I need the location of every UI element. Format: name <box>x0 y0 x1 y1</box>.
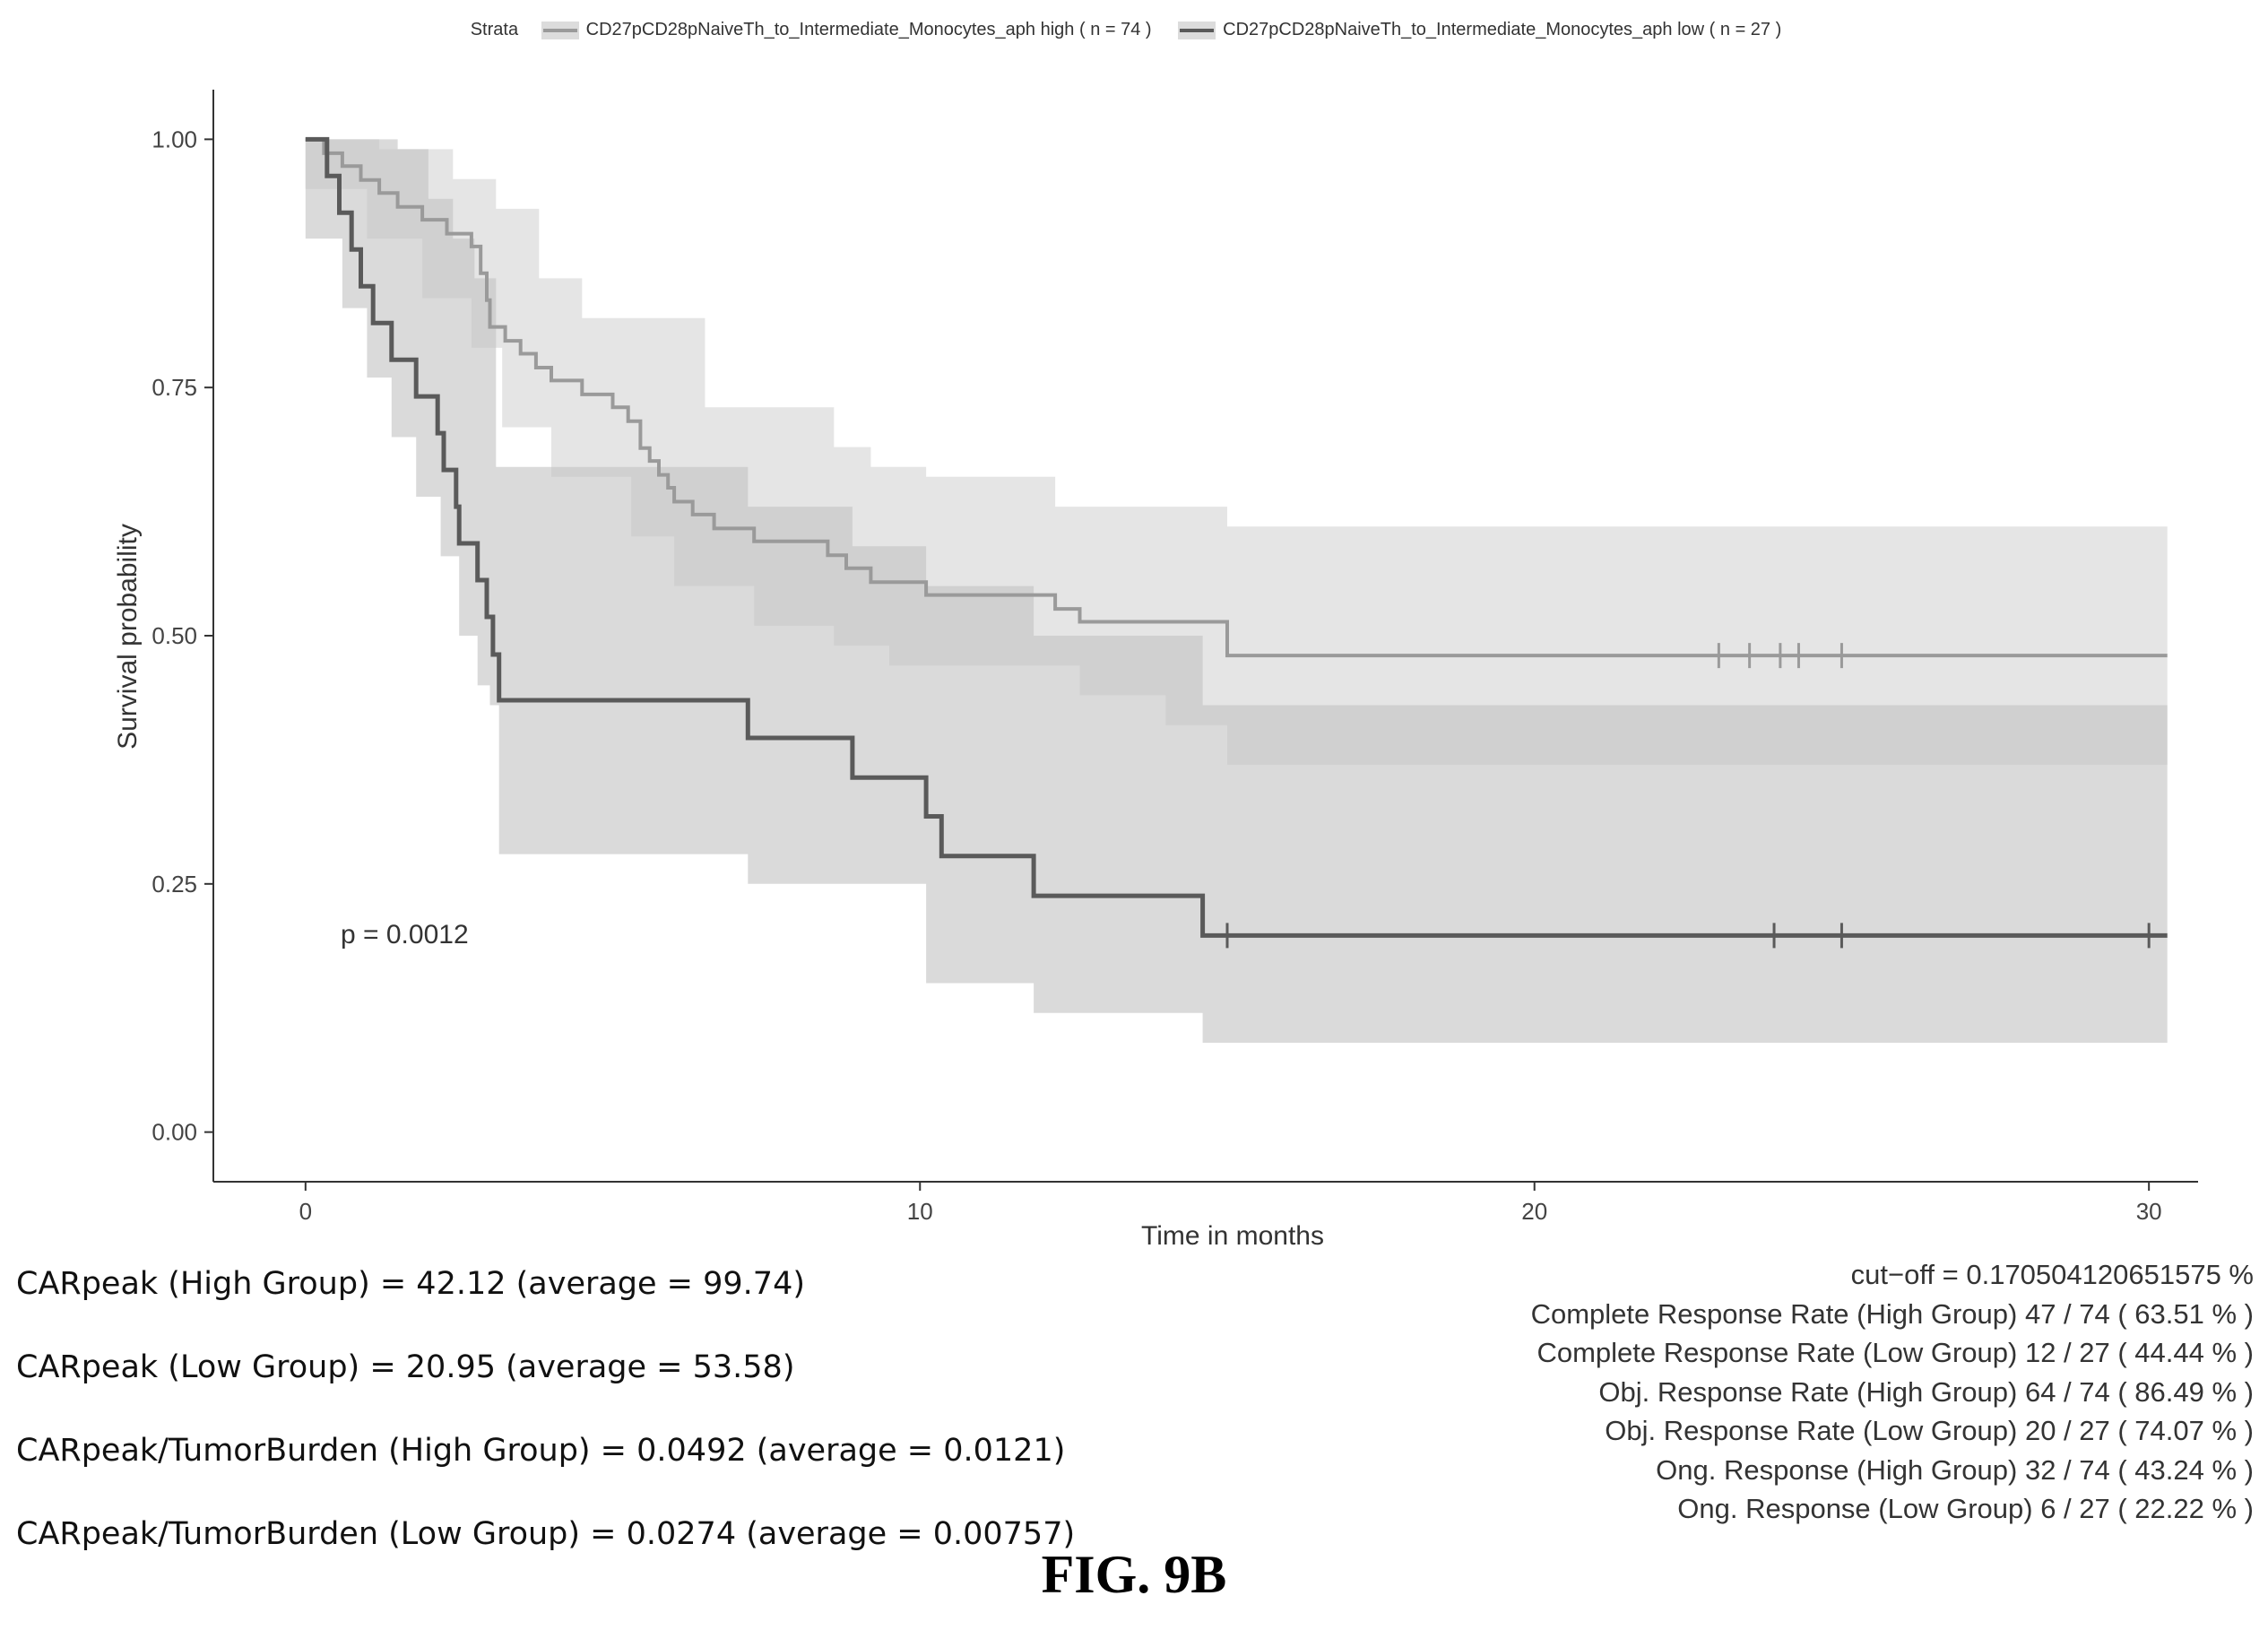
ci-band-low <box>305 139 2168 1043</box>
legend-key-high <box>541 21 579 39</box>
carpeak-stats: CARpeak (High Group) = 42.12 (average = … <box>16 1266 1075 1600</box>
stat-ong-response-low: Ong. Response (Low Group) 6 / 27 ( 22.22… <box>1677 1493 2254 1524</box>
stat-carpeak-tumorburden-high: CARpeak/TumorBurden (High Group) = 0.049… <box>16 1433 1066 1469</box>
x-tick-label: 10 <box>907 1198 933 1225</box>
y-tick-label: 0.25 <box>151 871 197 898</box>
confidence-bands <box>305 139 2168 1043</box>
stat-obj-response-low: Obj. Response Rate (Low Group) 20 / 27 (… <box>1605 1415 2254 1446</box>
axis-ticks: 0 10 20 30 0.00 0.25 0.50 0.75 1.00 <box>151 126 2161 1225</box>
legend-key-low <box>1178 21 1216 39</box>
legend-title: Strata <box>470 20 519 39</box>
stat-cutoff: cut−off = 0.170504120651575 % <box>1850 1259 2254 1290</box>
x-tick-label: 30 <box>2136 1198 2162 1225</box>
figure-label: FIG. 9B <box>1041 1545 1227 1604</box>
stat-ong-response-high: Ong. Response (High Group) 32 / 74 ( 43.… <box>1656 1453 2254 1486</box>
x-tick-label: 20 <box>1521 1198 1547 1225</box>
stat-carpeak-high: CARpeak (High Group) = 42.12 (average = … <box>16 1266 805 1302</box>
x-axis-label: Time in months <box>1141 1221 1324 1251</box>
y-tick-label: 1.00 <box>151 126 197 152</box>
survival-curves <box>305 136 2168 938</box>
survival-line-high <box>305 137 2168 658</box>
p-value-annotation: p = 0.0012 <box>341 920 469 950</box>
survival-line-low <box>305 136 2168 938</box>
legend-entry-low: CD27pCD28pNaiveTh_to_Intermediate_Monocy… <box>1223 20 1782 39</box>
y-tick-label: 0.75 <box>151 374 197 401</box>
stat-carpeak-tumorburden-low: CARpeak/TumorBurden (Low Group) = 0.0274… <box>16 1516 1076 1552</box>
legend-entry-high: CD27pCD28pNaiveTh_to_Intermediate_Monocy… <box>585 20 1152 39</box>
stat-carpeak-low: CARpeak (Low Group) = 20.95 (average = 5… <box>16 1349 795 1385</box>
response-stats: cut−off = 0.170504120651575 % Complete R… <box>1531 1259 2254 1532</box>
censor-marks <box>1225 643 2151 949</box>
stat-obj-response-high: Obj. Response Rate (High Group) 64 / 74 … <box>1598 1375 2254 1408</box>
y-tick-label: 0.00 <box>151 1119 197 1146</box>
y-tick-label: 0.50 <box>151 622 197 649</box>
x-tick-label: 0 <box>299 1198 312 1225</box>
stat-complete-response-high: Complete Response Rate (High Group) 47 /… <box>1530 1297 2254 1330</box>
stat-complete-response-low: Complete Response Rate (Low Group) 12 / … <box>1537 1337 2254 1368</box>
y-axis-label: Survival probability <box>113 524 143 750</box>
chart-legend: Strata CD27pCD28pNaiveTh_to_Intermediate… <box>0 20 2268 40</box>
